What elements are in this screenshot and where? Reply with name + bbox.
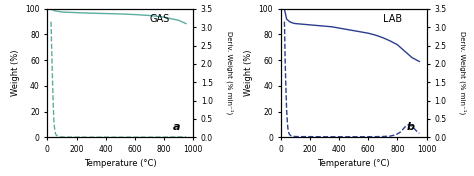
Text: GAS: GAS [149,14,170,24]
Y-axis label: Deriv. Weight (% min⁻¹): Deriv. Weight (% min⁻¹) [226,31,233,115]
Text: a: a [173,122,180,132]
Text: LAB: LAB [383,14,402,24]
Y-axis label: Weight (%): Weight (%) [11,50,20,96]
Text: b: b [406,122,414,132]
Y-axis label: Deriv. Weight (% min⁻¹): Deriv. Weight (% min⁻¹) [459,31,466,115]
X-axis label: Temperature (°C): Temperature (°C) [318,159,390,168]
Y-axis label: Weight (%): Weight (%) [244,50,253,96]
X-axis label: Temperature (°C): Temperature (°C) [84,159,156,168]
